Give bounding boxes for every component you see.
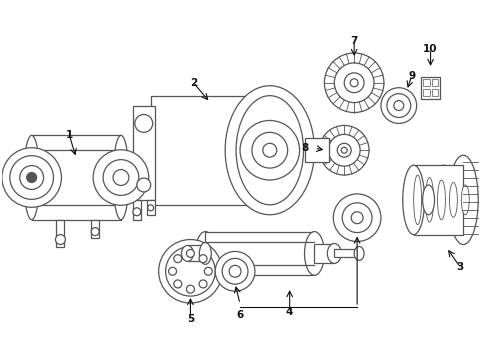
Circle shape xyxy=(337,143,351,157)
Circle shape xyxy=(91,228,99,235)
Ellipse shape xyxy=(354,247,364,260)
Circle shape xyxy=(174,280,182,288)
Ellipse shape xyxy=(414,175,421,225)
Bar xyxy=(315,243,334,264)
Polygon shape xyxy=(91,220,99,238)
Circle shape xyxy=(199,280,207,288)
Circle shape xyxy=(351,212,363,224)
Bar xyxy=(422,89,430,96)
Circle shape xyxy=(263,143,277,157)
Text: 3: 3 xyxy=(457,262,464,272)
Circle shape xyxy=(328,134,360,166)
Ellipse shape xyxy=(433,165,454,235)
Circle shape xyxy=(381,88,416,123)
Circle shape xyxy=(2,148,61,207)
Text: 1: 1 xyxy=(66,130,73,140)
Ellipse shape xyxy=(403,165,425,235)
Ellipse shape xyxy=(448,155,478,244)
Polygon shape xyxy=(147,200,155,215)
Ellipse shape xyxy=(327,243,341,264)
Circle shape xyxy=(324,53,384,113)
Ellipse shape xyxy=(426,177,434,222)
Circle shape xyxy=(148,205,154,211)
Circle shape xyxy=(159,239,222,303)
Circle shape xyxy=(229,265,241,277)
Circle shape xyxy=(333,194,381,242)
Circle shape xyxy=(113,170,129,185)
Bar xyxy=(422,79,430,86)
Circle shape xyxy=(103,159,139,195)
Text: 2: 2 xyxy=(190,78,197,88)
Ellipse shape xyxy=(305,231,324,275)
Text: 5: 5 xyxy=(187,314,194,324)
Circle shape xyxy=(222,258,248,284)
Circle shape xyxy=(342,203,372,233)
Bar xyxy=(334,249,359,257)
Circle shape xyxy=(135,114,153,132)
Circle shape xyxy=(133,208,141,216)
Polygon shape xyxy=(133,105,155,200)
Text: 4: 4 xyxy=(286,307,294,317)
Circle shape xyxy=(350,79,358,87)
Circle shape xyxy=(199,255,207,263)
Circle shape xyxy=(137,178,151,192)
Circle shape xyxy=(319,125,369,175)
Text: 7: 7 xyxy=(350,36,358,46)
Circle shape xyxy=(20,166,44,189)
Text: 6: 6 xyxy=(236,310,244,320)
Circle shape xyxy=(174,255,182,263)
Ellipse shape xyxy=(24,135,40,220)
Ellipse shape xyxy=(438,180,445,220)
Circle shape xyxy=(240,121,299,180)
Ellipse shape xyxy=(199,243,211,264)
Circle shape xyxy=(344,73,364,93)
Bar xyxy=(420,77,441,99)
Ellipse shape xyxy=(225,86,315,215)
Bar xyxy=(151,96,270,205)
Circle shape xyxy=(93,150,149,205)
Text: 9: 9 xyxy=(408,71,415,81)
Circle shape xyxy=(334,63,374,103)
Circle shape xyxy=(10,156,53,199)
Bar xyxy=(32,135,121,220)
Text: 8: 8 xyxy=(301,143,308,153)
Bar xyxy=(414,165,464,235)
Circle shape xyxy=(215,251,255,291)
Ellipse shape xyxy=(449,183,457,217)
Circle shape xyxy=(252,132,288,168)
Circle shape xyxy=(55,235,65,244)
Ellipse shape xyxy=(236,96,303,205)
Bar xyxy=(432,89,439,96)
Circle shape xyxy=(166,247,215,296)
Bar xyxy=(432,79,439,86)
Circle shape xyxy=(394,100,404,111)
Circle shape xyxy=(187,249,195,257)
Circle shape xyxy=(26,172,37,183)
Circle shape xyxy=(387,94,411,117)
Bar xyxy=(205,231,315,275)
Bar xyxy=(305,138,329,162)
Ellipse shape xyxy=(461,185,469,215)
Circle shape xyxy=(204,267,212,275)
Circle shape xyxy=(187,285,195,293)
Text: 10: 10 xyxy=(423,44,438,54)
Circle shape xyxy=(169,267,176,275)
Ellipse shape xyxy=(181,246,194,261)
Ellipse shape xyxy=(422,185,435,215)
Ellipse shape xyxy=(113,135,129,220)
Ellipse shape xyxy=(196,231,215,275)
Polygon shape xyxy=(56,220,64,247)
Circle shape xyxy=(341,147,347,153)
Polygon shape xyxy=(133,200,141,220)
Bar xyxy=(188,246,205,261)
